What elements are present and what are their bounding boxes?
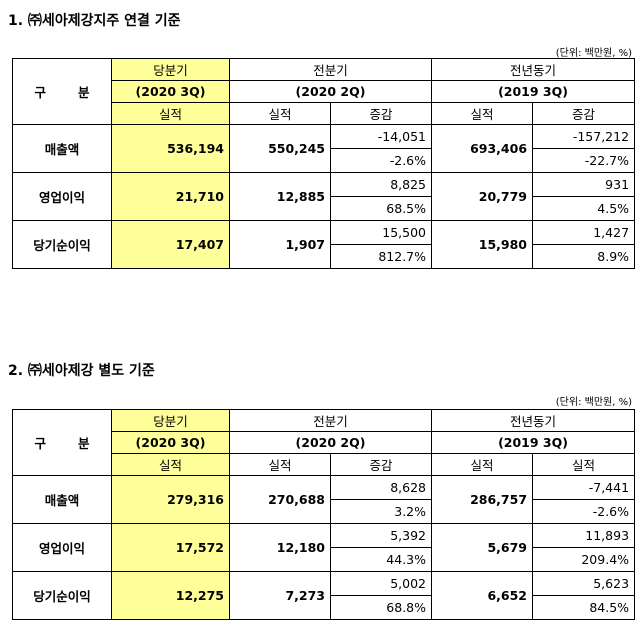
- yoy-value: 20,779: [431, 172, 534, 221]
- table-row: 영업이익 21,710 12,885 8,825 20,779 931: [12, 172, 636, 221]
- row-label: 당기순이익: [12, 571, 112, 620]
- current-quarter-label: 당분기: [111, 409, 230, 432]
- prev-value: 270,688: [229, 475, 331, 524]
- yoy-period: (2019 3Q): [431, 431, 636, 454]
- current-actual-header: 실적: [111, 453, 230, 476]
- current-value: 17,407: [111, 220, 230, 269]
- yoy-value: 15,980: [431, 220, 534, 269]
- current-quarter-period: (2020 3Q): [111, 80, 230, 103]
- yoy-change-header: 증감: [532, 102, 636, 125]
- yoy-value: 693,406: [431, 124, 534, 173]
- current-actual-header: 실적: [111, 102, 230, 125]
- current-value: 12,275: [111, 571, 230, 620]
- row-label: 영업이익: [12, 172, 112, 221]
- yoy-change-value: -7,441: [532, 475, 636, 500]
- header-row-2: (2020 3Q) (2020 2Q) (2019 3Q): [13, 431, 636, 454]
- current-quarter-period: (2020 3Q): [111, 431, 230, 454]
- section2-title: 2. ㈜세아제강 별도 기준: [8, 363, 155, 379]
- yoy-value: 286,757: [431, 475, 534, 524]
- header-row-2: (2020 3Q) (2020 2Q) (2019 3Q): [13, 80, 636, 103]
- table-row: 영업이익 17,572 12,180 5,392 5,679 11,893: [12, 523, 636, 572]
- prev-quarter-period: (2020 2Q): [228, 80, 433, 103]
- yoy-change-pct: 209.4%: [532, 547, 636, 572]
- yoy-value: 5,679: [431, 523, 534, 572]
- prev-quarter-label: 전분기: [228, 58, 433, 81]
- yoy-change-value: -157,212: [532, 124, 636, 149]
- table-row: 68.8% 84.5%: [13, 595, 636, 620]
- table-row: 당기순이익 17,407 1,907 15,500 15,980 1,427: [12, 220, 636, 269]
- prev-change-header: 증감: [329, 102, 433, 125]
- current-value: 536,194: [111, 124, 230, 173]
- table-row: 매출액 279,316 270,688 8,628 286,757 -7,441: [12, 475, 636, 524]
- prev-quarter-period: (2020 2Q): [228, 431, 433, 454]
- current-value: 279,316: [111, 475, 230, 524]
- current-value: 21,710: [111, 172, 230, 221]
- section1-title: 1. ㈜세아제강지주 연결 기준: [8, 13, 181, 29]
- yoy-value: 6,652: [431, 571, 534, 620]
- yoy-actual-header: 실적: [431, 102, 534, 125]
- current-value: 17,572: [111, 523, 230, 572]
- row-label: 영업이익: [12, 523, 112, 572]
- yoy-label: 전년동기: [431, 58, 636, 81]
- table-row: 매출액 536,194 550,245 -14,051 693,406 -157…: [12, 124, 636, 173]
- yoy-period: (2019 3Q): [431, 80, 636, 103]
- prev-change-value: -14,051: [329, 124, 433, 149]
- yoy-change-pct: -22.7%: [532, 148, 636, 173]
- row-label: 매출액: [12, 475, 112, 524]
- table-row: 당기순이익 12,275 7,273 5,002 6,652 5,623: [12, 571, 636, 620]
- prev-value: 12,885: [229, 172, 331, 221]
- prev-change-pct: 812.7%: [329, 244, 433, 269]
- yoy-change-pct: -2.6%: [532, 499, 636, 524]
- prev-value: 1,907: [229, 220, 331, 269]
- prev-value: 7,273: [229, 571, 331, 620]
- prev-actual-header: 실적: [229, 102, 331, 125]
- prev-change-value: 5,392: [329, 523, 433, 548]
- yoy-actual-header: 실적: [431, 453, 534, 476]
- table-row: 3.2% -2.6%: [13, 499, 636, 524]
- row-label: 매출액: [12, 124, 112, 173]
- row-label: 당기순이익: [12, 220, 112, 269]
- prev-change-value: 5,002: [329, 571, 433, 596]
- current-quarter-label: 당분기: [111, 58, 230, 81]
- table-row: -2.6% -22.7%: [13, 148, 636, 173]
- yoy-change-value: 11,893: [532, 523, 636, 548]
- prev-change-value: 15,500: [329, 220, 433, 245]
- prev-actual-header: 실적: [229, 453, 331, 476]
- table-row: 812.7% 8.9%: [13, 244, 636, 269]
- prev-change-pct: 68.8%: [329, 595, 433, 620]
- prev-value: 12,180: [229, 523, 331, 572]
- section1-unit-note: (단위: 백만원, %): [555, 48, 632, 59]
- yoy-change-pct: 8.9%: [532, 244, 636, 269]
- prev-change-pct: 44.3%: [329, 547, 433, 572]
- prev-change-value: 8,825: [329, 172, 433, 197]
- yoy-label: 전년동기: [431, 409, 636, 432]
- yoy-change-value: 1,427: [532, 220, 636, 245]
- prev-change-value: 8,628: [329, 475, 433, 500]
- prev-change-pct: -2.6%: [329, 148, 433, 173]
- prev-change-header: 증감: [329, 453, 433, 476]
- yoy-change-value: 5,623: [532, 571, 636, 596]
- prev-change-pct: 68.5%: [329, 196, 433, 221]
- yoy-change-value: 931: [532, 172, 636, 197]
- yoy-change-pct: 84.5%: [532, 595, 636, 620]
- section2-unit-note: (단위: 백만원, %): [555, 397, 632, 408]
- yoy-change-pct: 4.5%: [532, 196, 636, 221]
- yoy-change-header: 실적: [532, 453, 636, 476]
- prev-quarter-label: 전분기: [228, 409, 433, 432]
- table-row: 44.3% 209.4%: [13, 547, 636, 572]
- prev-change-pct: 3.2%: [329, 499, 433, 524]
- prev-value: 550,245: [229, 124, 331, 173]
- table-row: 68.5% 4.5%: [13, 196, 636, 221]
